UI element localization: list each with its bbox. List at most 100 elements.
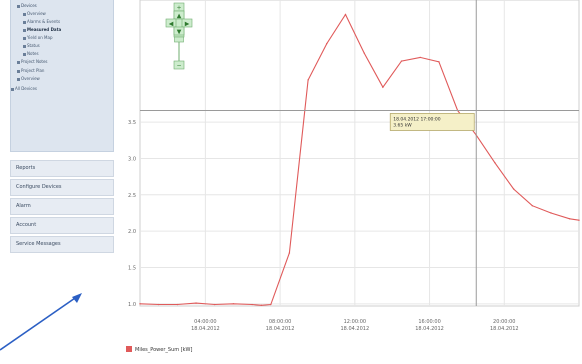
data-point [550,212,552,214]
tree-item-label: Alarms & Events [27,19,61,24]
legend-label: Miles_Power_Sum [kW] [135,347,192,353]
y-tick-label: 1.0 [128,302,136,308]
tree-node-icon [23,20,26,24]
pan-up-icon[interactable]: ▲ [177,13,182,20]
chart-svg[interactable]: 1.01.52.02.53.03.504:00:0018.04.201208:0… [118,0,582,364]
x-tick-date: 18.04.2012 [191,326,220,332]
tree-item[interactable]: Alarms & Events [23,19,60,24]
tree-item-label: All Devices [15,86,37,91]
tree-item-label: Project Notes [21,59,48,64]
zoom-out-icon[interactable]: − [176,63,181,70]
data-point [578,219,580,221]
tree-node-icon [23,12,26,16]
data-point [344,13,347,16]
tree-node-icon [23,52,26,56]
device-tree: Devices Overview Alarms & Events Measured D… [10,0,114,152]
tooltip-text: 3.65 kW [393,122,412,128]
nav-item[interactable]: Account [10,217,114,234]
tree-item[interactable]: Yield on Map [23,35,53,40]
arrow-line [0,295,79,351]
x-tick-time: 12:00:00 [344,319,366,325]
data-point [326,42,328,45]
nav-item[interactable]: Configure Devices [10,179,114,196]
arrow-head [72,293,82,303]
tree-item-label: Status [27,43,40,48]
tree-item-label: Devices [21,3,37,8]
y-tick-label: 3.5 [128,120,136,126]
data-point [512,188,515,190]
data-point [195,302,197,304]
x-tick-date: 18.04.2012 [266,326,295,332]
pan-right-icon-bg[interactable] [181,18,193,28]
sidebar: Devices Overview Alarms & Events Measured D… [0,0,118,364]
data-point [400,60,403,62]
nav-item[interactable]: Reports [10,160,114,177]
x-tick-date: 18.04.2012 [415,326,444,332]
y-tick-label: 2.5 [128,193,136,199]
tree-node-icon [17,69,20,73]
chart-panel: 1.0 1.5 2.0 2.5 3.0 3.5 04:00:00 18.04.2012 08:0… [118,0,582,364]
zoom-slider-handle[interactable] [174,36,184,43]
pan-left-icon-bg[interactable] [165,18,177,28]
tree-node-icon [17,60,20,64]
tree-item[interactable]: Project Plan [17,68,44,73]
pan-down-icon[interactable]: ▼ [177,29,182,36]
data-point [363,52,365,54]
data-point [270,303,272,306]
pan-right-icon[interactable]: ▶ [185,21,190,28]
tree-node-icon [17,4,20,8]
series-line [139,13,580,306]
pan-left-icon[interactable]: ◀ [169,21,174,28]
data-point [176,303,179,306]
tooltip-box [389,113,475,131]
tree-item[interactable]: Overview [23,11,46,16]
tree-item[interactable]: Measured Data [23,27,61,32]
pan-up-icon-bg[interactable] [173,10,185,20]
x-tick-time: 16:00:00 [418,319,440,325]
data-point [260,304,263,306]
tree-item-label: Yield on Map [27,35,53,40]
tree-item[interactable]: All Devices [11,86,37,91]
nav-list: Reports Configure Devices Alarm Account Serv… [10,160,114,255]
tree-node-icon [11,87,14,91]
zoom-in-icon[interactable]: + [176,5,181,12]
pan-down-icon-bg[interactable] [173,26,185,36]
y-tick-label: 2.0 [128,229,136,235]
data-point [419,56,421,59]
tree-node-icon [23,44,26,48]
tree-item[interactable]: Devices [17,3,37,8]
nav-item[interactable]: Alarm [10,198,114,215]
data-point [288,252,291,254]
legend-swatch [126,346,132,352]
plot-area[interactable] [139,0,580,307]
x-tick-date: 18.04.2012 [490,326,519,332]
data-point [494,162,496,164]
data-point [531,204,533,207]
data-point [307,79,309,81]
tree-item-label: Overview [21,76,40,81]
tree-item-label: Measured Data [27,27,62,32]
tree-item[interactable]: Overview [17,76,40,81]
nav-item[interactable]: Service Messages [10,236,114,253]
data-point [382,86,384,88]
data-point [568,218,571,220]
data-point [139,303,141,305]
tree-item-label: Overview [27,11,46,16]
tree-item-label: Notes [27,51,39,56]
data-point [214,303,216,306]
data-point [438,61,440,63]
y-tick-label: 1.5 [128,265,136,271]
tree-node-icon [23,28,26,32]
tree-item-label: Project Plan [21,68,45,73]
x-tick-time: 08:00:00 [269,319,291,325]
tree-node-icon [17,77,20,81]
data-point [251,303,253,306]
tree-item[interactable]: Project Notes [17,59,48,64]
data-point [157,303,160,306]
x-tick-time: 04:00:00 [194,319,216,325]
tree-item[interactable]: Status [23,43,40,48]
tree-item[interactable]: Notes [23,51,39,56]
x-tick-date: 18.04.2012 [341,326,370,332]
y-tick-label: 3.0 [128,156,136,162]
